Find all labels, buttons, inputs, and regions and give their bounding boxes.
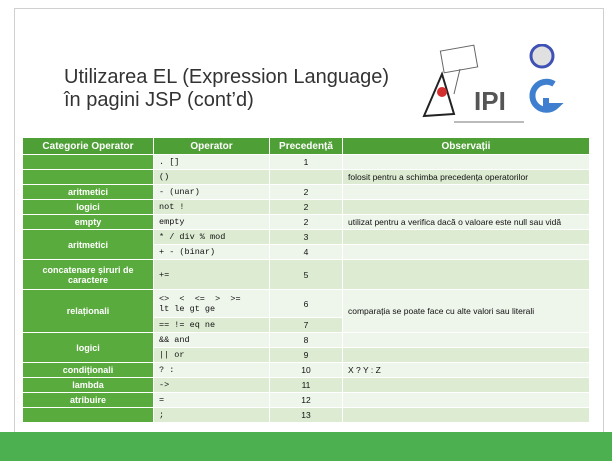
header-cell: Categorie Operator <box>22 137 154 155</box>
cell: 2 <box>269 214 343 230</box>
row: relaționali <> < <= > >= lt le gt ge 6 compa… <box>22 289 590 333</box>
cell: 5 <box>269 259 343 290</box>
cell: condiționali <box>22 362 154 378</box>
cell <box>342 154 590 170</box>
row: atribuire = 12 <box>22 392 590 408</box>
cell: aritmetici <box>22 184 154 200</box>
slide-title: Utilizarea EL (Expression Language) în p… <box>64 66 389 112</box>
row: || or 9 <box>23 347 590 363</box>
row: + - (binar) 4 <box>23 244 590 260</box>
sign-post <box>453 68 461 95</box>
row: logici not ! 2 <box>22 199 590 215</box>
cell: 9 <box>269 347 343 363</box>
footer-band <box>0 432 612 461</box>
cell <box>269 169 343 185</box>
cell: 3 <box>269 229 343 245</box>
cell-line: lt le gt ge <box>159 303 216 314</box>
cell: 2 <box>269 184 343 200</box>
cell <box>342 392 590 408</box>
cell: || or <box>153 347 270 363</box>
row: ; 13 <box>22 407 590 423</box>
logo-text: IPI <box>474 86 506 116</box>
cell: <> < <= > >= lt le gt ge <box>153 289 270 318</box>
row: logici && and 8 <box>22 332 590 363</box>
cell: logici <box>22 199 154 215</box>
cell: empty <box>22 214 154 230</box>
title-line: în pagini JSP (cont’d) <box>64 89 254 111</box>
cell: == != eq ne <box>153 317 270 333</box>
mascot-nose <box>437 87 447 97</box>
cell: comparația se poate face cu alte valori … <box>342 289 590 333</box>
cell: ? : <box>153 362 270 378</box>
cell <box>342 199 590 215</box>
logo: IPI <box>422 44 564 123</box>
header-row: Categorie Operator Operator Precedență O… <box>22 137 590 155</box>
cell: += <box>153 259 270 290</box>
cell: -> <box>153 377 270 393</box>
cell: 8 <box>269 332 343 348</box>
row: concatenare șiruri de caractere += 5 <box>22 259 590 290</box>
row: empty empty 2 utilizat pentru a verifica da… <box>22 214 590 230</box>
cell: . [] <box>153 154 270 170</box>
cell: not ! <box>153 199 270 215</box>
sign <box>439 44 479 74</box>
row: () folosit pentru a schimba precedența op… <box>22 169 590 185</box>
cell <box>342 229 590 245</box>
cell <box>342 244 590 260</box>
logo-g <box>529 78 564 113</box>
cell: empty <box>153 214 270 230</box>
cell: - (unar) <box>153 184 270 200</box>
cell: folosit pentru a schimba precedența oper… <box>342 169 590 185</box>
cell: concatenare șiruri de caractere <box>22 259 154 290</box>
cell <box>342 259 590 290</box>
logo-badge <box>529 44 555 69</box>
cell <box>342 377 590 393</box>
cell: && and <box>153 332 270 348</box>
cell <box>342 407 590 423</box>
cell <box>22 407 154 423</box>
cell: 2 <box>269 199 343 215</box>
row: aritmetici - (unar) 2 <box>22 184 590 200</box>
cell: ; <box>153 407 270 423</box>
row: condiționali? :10 X ? Y : Z <box>22 362 590 378</box>
cell: 11 <box>269 377 343 393</box>
cell <box>342 184 590 200</box>
cell: 10 <box>269 362 343 378</box>
header-cell: Observații <box>342 137 590 155</box>
cell: atribuire <box>22 392 154 408</box>
row: lambda -> 11 <box>22 377 590 393</box>
operator-table: Categorie Operator Operator Precedență O… <box>22 137 590 423</box>
cell <box>22 169 154 185</box>
cell: 12 <box>269 392 343 408</box>
cell: 7 <box>269 317 343 333</box>
cell: relaționali <box>22 289 154 333</box>
row: aritmetici * / div % mod 3 <box>22 229 590 260</box>
cell <box>22 154 154 170</box>
cell: X ? Y : Z <box>342 362 590 378</box>
cell: 6 <box>269 289 343 318</box>
cell: = <box>153 392 270 408</box>
row: . [] 1 <box>22 154 590 170</box>
cell: utilizat pentru a verifica dacă o valoar… <box>342 214 590 230</box>
cell: aritmetici <box>22 229 154 260</box>
cell: * / div % mod <box>153 229 270 245</box>
cell: logici <box>22 332 154 363</box>
cell <box>342 332 590 348</box>
cell: + - (binar) <box>153 244 270 260</box>
cell: 13 <box>269 407 343 423</box>
title-line: Utilizarea EL (Expression Language) <box>64 66 389 88</box>
cell: () <box>153 169 270 185</box>
cell: lambda <box>22 377 154 393</box>
cell: 4 <box>269 244 343 260</box>
header-cell: Precedență <box>269 137 343 155</box>
cell: 1 <box>269 154 343 170</box>
cell-line: <> < <= > >= <box>159 293 241 304</box>
slide-frame <box>14 8 604 438</box>
header-cell: Operator <box>153 137 270 155</box>
cell <box>342 347 590 363</box>
